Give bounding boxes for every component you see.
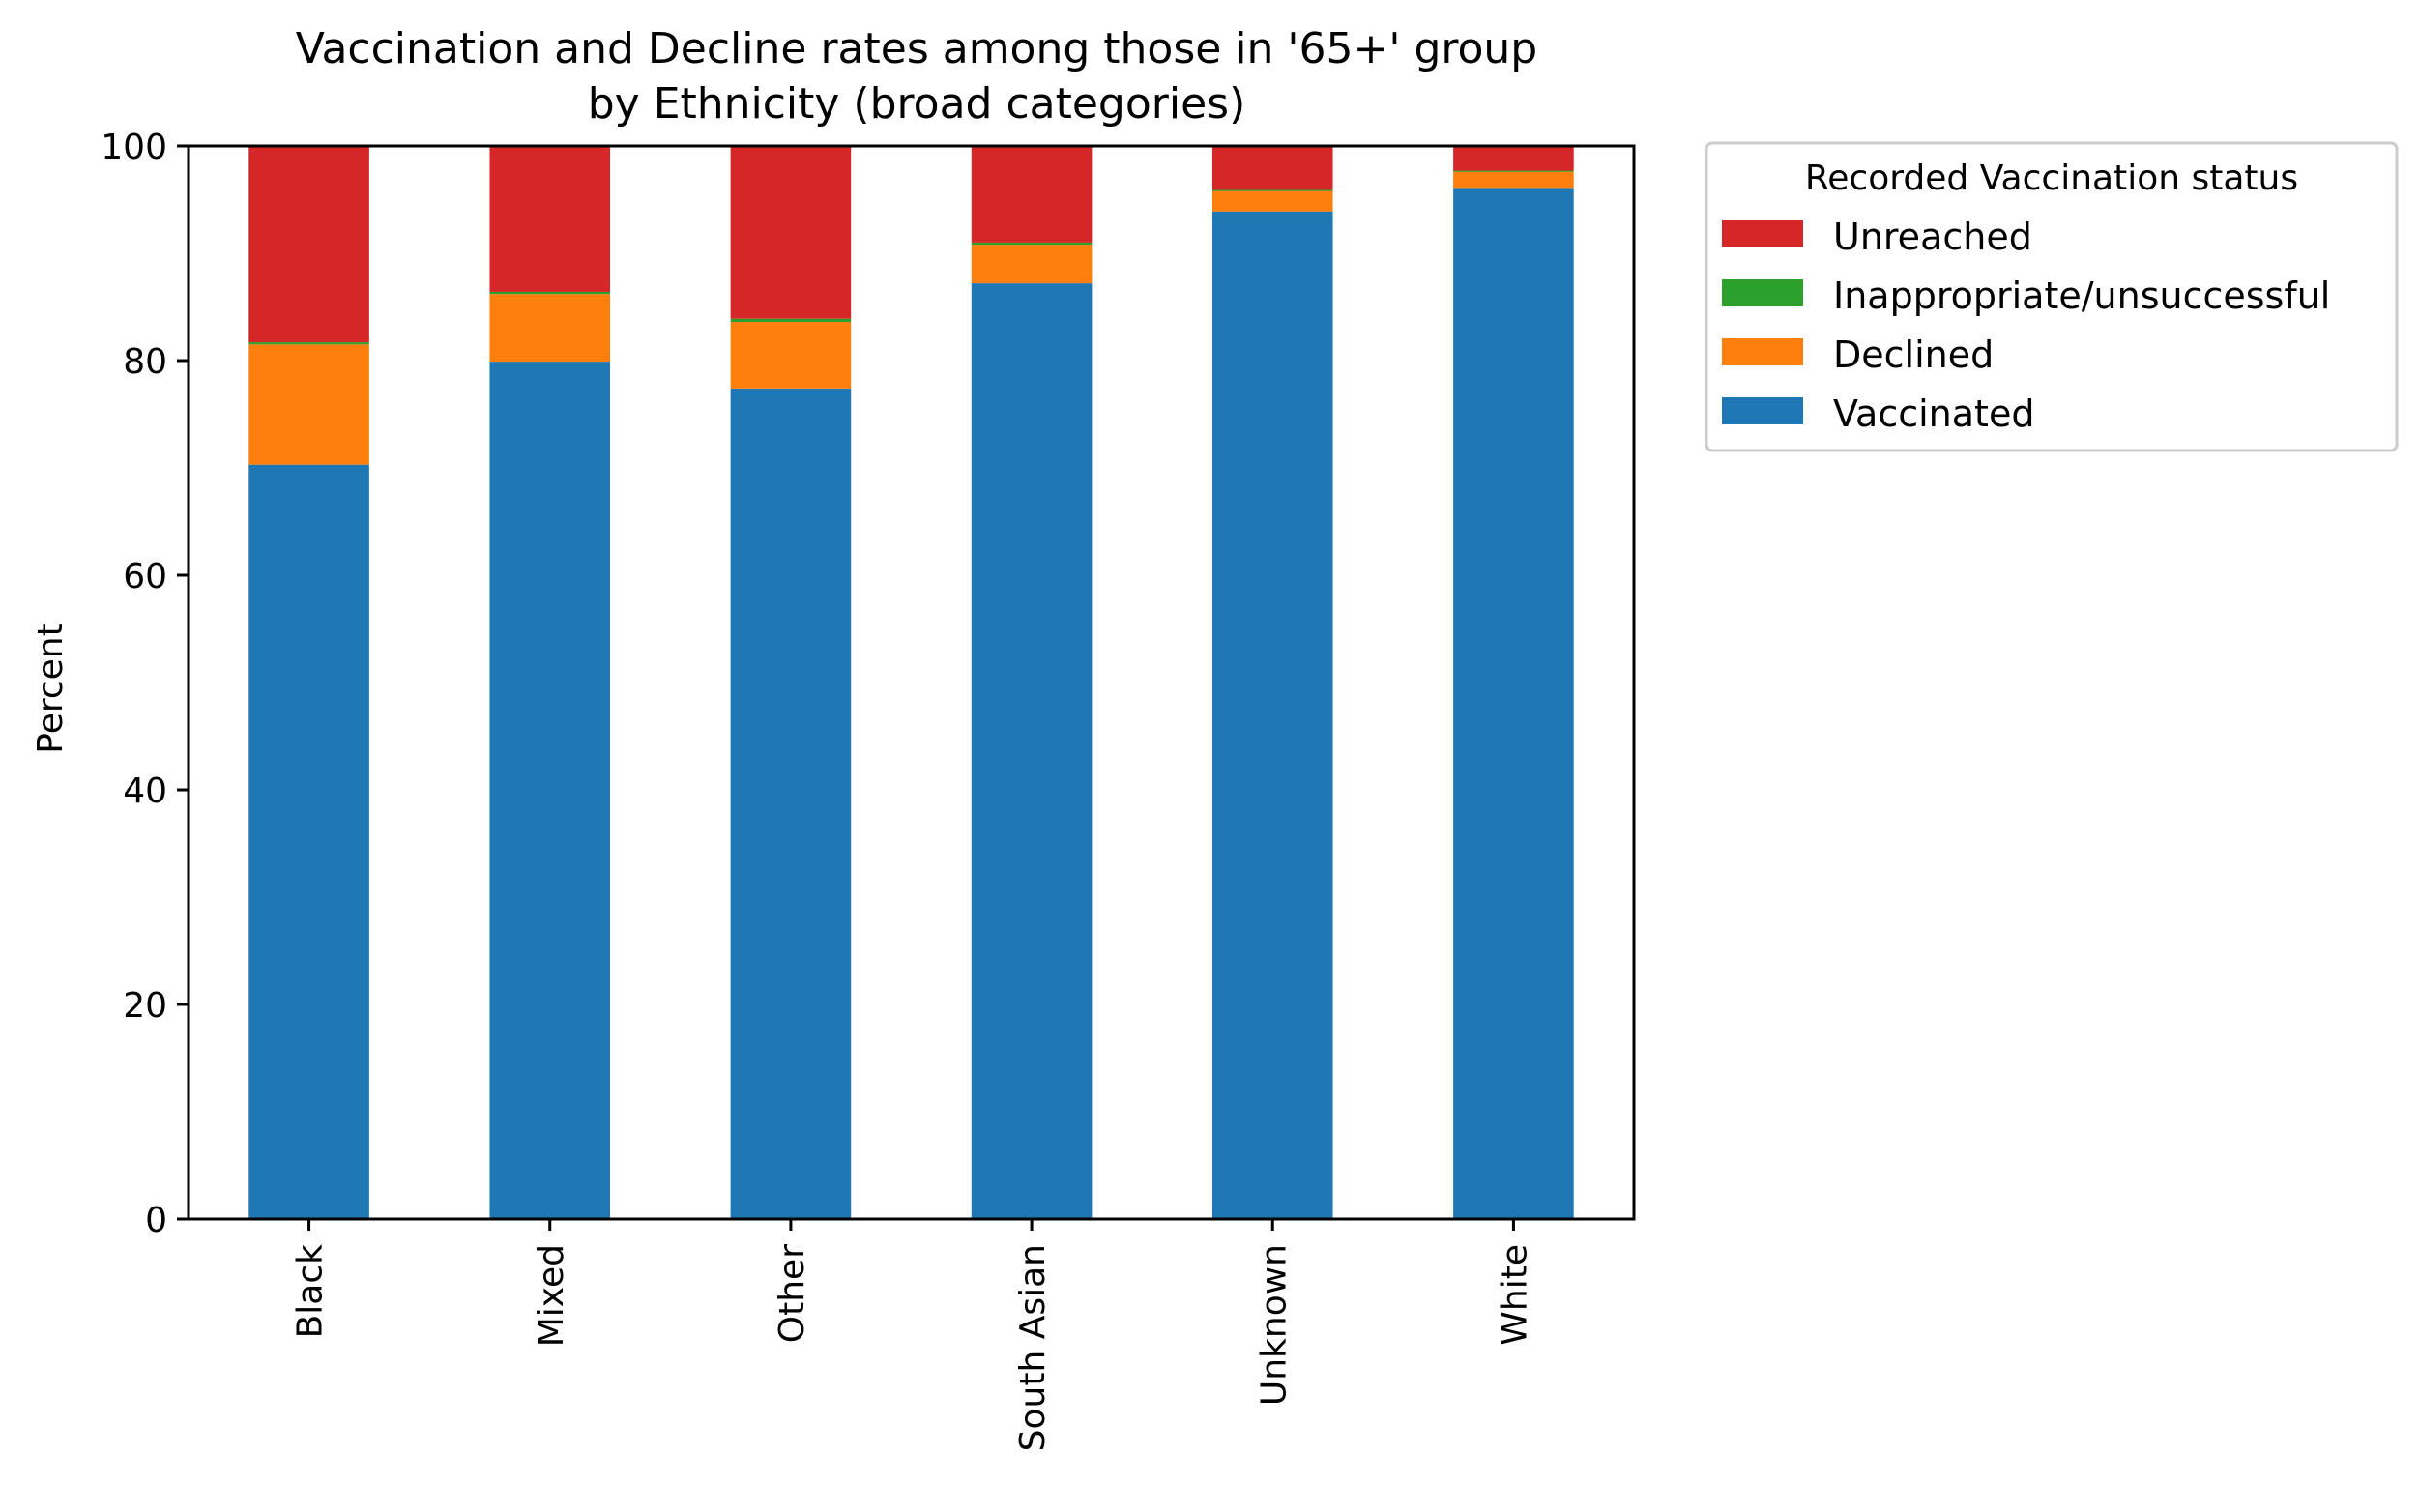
x-axis: Black Mixed Other South Asian Unknown White xyxy=(291,1219,1534,1451)
bar-declined-white xyxy=(1453,171,1574,189)
legend-swatch-unreached xyxy=(1722,220,1803,247)
bar-vaccinated-unknown xyxy=(1211,211,1333,1220)
bar-inappropriate-unsuccessful-mixed xyxy=(489,291,611,295)
bar-vaccinated-black xyxy=(248,464,369,1219)
x-tick-label: Other xyxy=(772,1244,812,1343)
bars-layer xyxy=(248,146,1574,1220)
y-tick-label: 100 xyxy=(101,128,167,167)
bar-inappropriate-unsuccessful-black xyxy=(248,342,369,345)
bar-inappropriate-unsuccessful-other xyxy=(730,318,852,323)
bar-inappropriate-unsuccessful-unknown xyxy=(1211,189,1333,191)
x-tick-label: Black xyxy=(291,1244,331,1339)
y-axis-label: Percent xyxy=(31,623,71,753)
legend-frame xyxy=(1705,141,2399,452)
legend-label: Inappropriate/unsuccessful xyxy=(1833,275,2330,317)
bar-unreached-other xyxy=(730,146,852,319)
bar-inappropriate-unsuccessful-white xyxy=(1453,170,1574,172)
bar-unreached-unknown xyxy=(1211,146,1333,190)
y-tick-label: 40 xyxy=(123,771,167,811)
legend-swatch-inappropriate-unsuccessful xyxy=(1722,279,1803,306)
bar-vaccinated-mixed xyxy=(489,362,611,1219)
bar-declined-black xyxy=(248,344,369,465)
legend-label: Unreached xyxy=(1833,216,2032,258)
legend: Recorded Vaccination status Unreached Ina… xyxy=(1705,141,2399,452)
y-tick-label: 80 xyxy=(123,342,167,382)
x-tick-label: Unknown xyxy=(1254,1244,1294,1406)
bar-inappropriate-unsuccessful-south-asian xyxy=(971,242,1093,246)
legend-label: Vaccinated xyxy=(1833,393,2034,435)
x-tick-label: White xyxy=(1495,1244,1534,1346)
y-tick-label: 0 xyxy=(145,1201,167,1240)
y-axis: 0 20 40 60 80 100 xyxy=(101,128,189,1240)
y-tick-label: 60 xyxy=(123,557,167,596)
bar-unreached-black xyxy=(248,146,369,343)
bar-vaccinated-other xyxy=(730,388,852,1219)
bar-declined-south-asian xyxy=(971,245,1093,284)
plot-frame xyxy=(187,144,1636,1221)
bar-unreached-south-asian xyxy=(971,146,1093,243)
plot-area: 0 20 40 60 80 100 Black Mixed Other South Asian U… xyxy=(101,128,1636,1451)
legend-title: Recorded Vaccination status xyxy=(1805,159,2298,198)
x-tick-label: Mixed xyxy=(532,1244,571,1347)
y-tick-label: 20 xyxy=(123,986,167,1026)
bar-unreached-white xyxy=(1453,146,1574,171)
bar-vaccinated-white xyxy=(1453,188,1574,1219)
chart-subtitle: by Ethnicity (broad categories) xyxy=(588,79,1246,129)
legend-label: Declined xyxy=(1833,334,1994,376)
bar-declined-unknown xyxy=(1211,190,1333,212)
bar-declined-mixed xyxy=(489,294,611,363)
bar-vaccinated-south-asian xyxy=(971,283,1093,1220)
x-tick-label: South Asian xyxy=(1013,1244,1053,1451)
legend-swatch-declined xyxy=(1722,338,1803,365)
bar-declined-other xyxy=(730,322,852,389)
legend-items: Unreached Inappropriate/unsuccessful Decli… xyxy=(1722,216,2330,435)
legend-swatch-vaccinated xyxy=(1722,397,1803,424)
chart-title: Vaccination and Decline rates among thos… xyxy=(296,24,1537,73)
bar-unreached-mixed xyxy=(489,146,611,292)
